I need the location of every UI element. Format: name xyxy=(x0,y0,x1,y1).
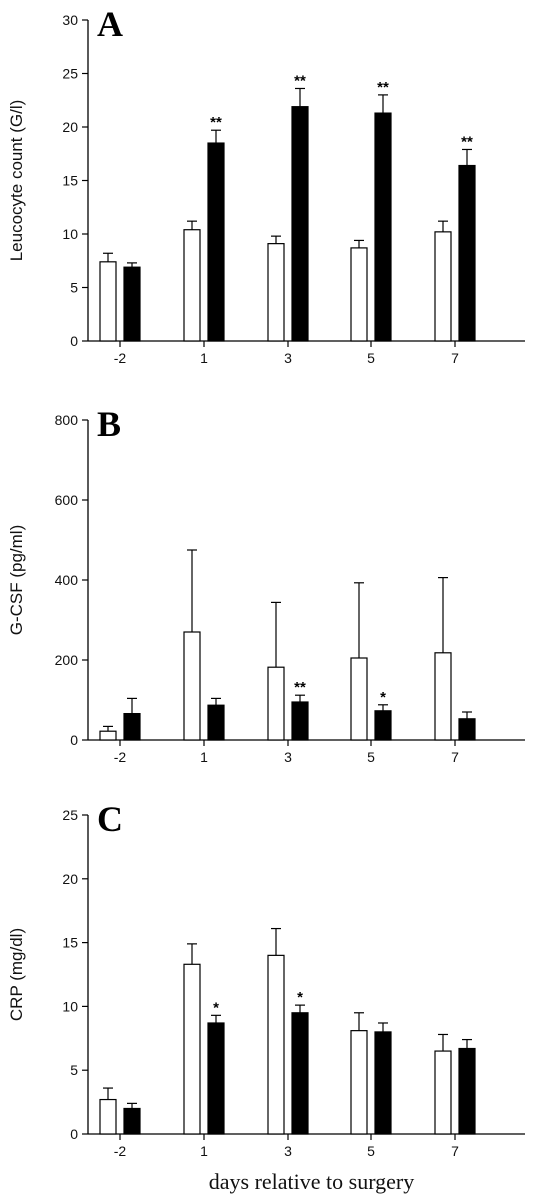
bar-filled xyxy=(123,712,141,741)
x-tick-label: -2 xyxy=(114,350,127,366)
y-tick-label: 25 xyxy=(62,66,78,82)
y-tick-label: 600 xyxy=(55,492,79,508)
bar-filled xyxy=(123,266,141,342)
significance-marker: * xyxy=(380,689,386,706)
y-tick-label: 15 xyxy=(62,173,78,189)
panel-letter: C xyxy=(97,799,123,839)
bar-filled xyxy=(291,1012,309,1135)
panel-letter: A xyxy=(97,4,123,44)
y-tick-label: 200 xyxy=(55,652,79,668)
bar-open xyxy=(267,666,285,741)
y-tick-label: 400 xyxy=(55,572,79,588)
bar-open xyxy=(434,231,452,342)
x-tick-label: 3 xyxy=(284,749,292,765)
bar-filled xyxy=(207,704,225,741)
significance-marker: * xyxy=(213,999,219,1016)
bar-open xyxy=(350,247,368,342)
panel-letter: B xyxy=(97,404,121,444)
y-tick-label: 20 xyxy=(62,119,78,135)
x-tick-label: 5 xyxy=(367,749,375,765)
x-tick-label: 7 xyxy=(451,350,459,366)
bar-open xyxy=(350,657,368,741)
bar-filled xyxy=(374,710,392,741)
bar-filled xyxy=(374,1031,392,1135)
significance-marker: ** xyxy=(294,679,306,696)
x-tick-label: -2 xyxy=(114,749,127,765)
x-tick-label: -2 xyxy=(114,1143,127,1159)
y-tick-label: 15 xyxy=(62,935,78,951)
y-tick-label: 0 xyxy=(70,333,78,349)
x-tick-label: 1 xyxy=(200,350,208,366)
bar-filled xyxy=(458,1047,476,1135)
y-tick-label: 0 xyxy=(70,1126,78,1142)
bar-filled xyxy=(123,1107,141,1135)
x-tick-label: 1 xyxy=(200,749,208,765)
y-axis-title: CRP (mg/dl) xyxy=(7,928,26,1021)
y-tick-label: 10 xyxy=(62,998,78,1014)
y-tick-label: 5 xyxy=(70,1062,78,1078)
bar-open xyxy=(183,229,201,342)
bar-open xyxy=(99,1098,117,1135)
y-tick-label: 30 xyxy=(62,12,78,28)
bar-open xyxy=(267,243,285,342)
bar-filled xyxy=(207,142,225,342)
y-tick-label: 5 xyxy=(70,280,78,296)
bar-open xyxy=(434,1050,452,1135)
significance-marker: ** xyxy=(461,133,473,150)
x-tick-label: 3 xyxy=(284,1143,292,1159)
y-axis-title: Leucocyte count (G/l) xyxy=(7,100,26,262)
x-tick-label: 5 xyxy=(367,1143,375,1159)
significance-marker: ** xyxy=(377,79,389,96)
y-axis-title: G-CSF (pg/ml) xyxy=(7,525,26,636)
bar-open xyxy=(183,963,201,1135)
bar-filled xyxy=(291,701,309,741)
significance-marker: ** xyxy=(210,114,222,131)
bar-filled xyxy=(458,164,476,342)
x-tick-label: 3 xyxy=(284,350,292,366)
y-tick-label: 20 xyxy=(62,871,78,887)
y-tick-label: 25 xyxy=(62,807,78,823)
bar-open xyxy=(434,652,452,741)
y-tick-label: 800 xyxy=(55,412,79,428)
x-tick-label: 5 xyxy=(367,350,375,366)
bar-filled xyxy=(458,718,476,741)
x-tick-label: 7 xyxy=(451,1143,459,1159)
x-tick-label: 7 xyxy=(451,749,459,765)
significance-marker: ** xyxy=(294,72,306,89)
bar-filled xyxy=(207,1022,225,1135)
x-tick-label: 1 xyxy=(200,1143,208,1159)
bar-open xyxy=(99,730,117,741)
bar-open xyxy=(350,1030,368,1135)
bar-filled xyxy=(374,112,392,342)
bar-open xyxy=(99,261,117,342)
bar-open xyxy=(183,631,201,741)
bar-filled xyxy=(291,106,309,342)
bar-open xyxy=(267,954,285,1135)
y-tick-label: 10 xyxy=(62,226,78,242)
y-tick-label: 0 xyxy=(70,732,78,748)
significance-marker: * xyxy=(297,989,303,1006)
x-axis-title: days relative to surgery xyxy=(209,1169,414,1194)
